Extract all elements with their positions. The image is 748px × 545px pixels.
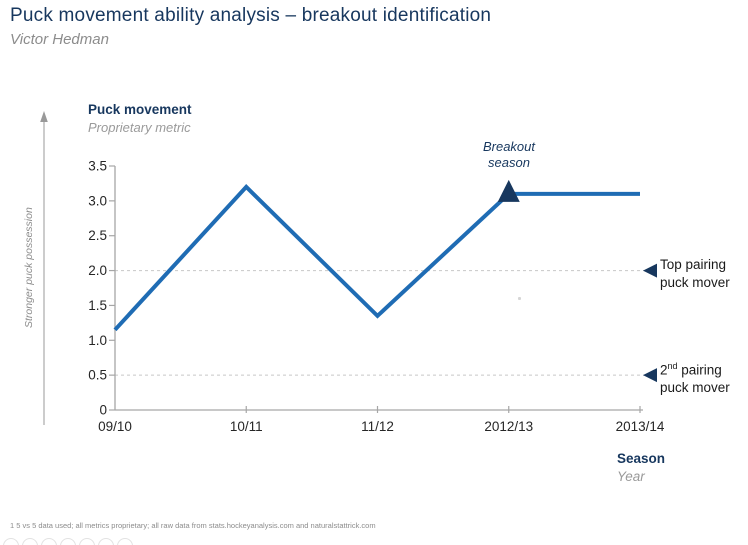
svg-text:2.5: 2.5 [88, 228, 107, 243]
page-title: Puck movement ability analysis – breakou… [10, 5, 492, 26]
svg-text:2013/14: 2013/14 [616, 419, 665, 434]
svg-text:3.5: 3.5 [88, 159, 107, 174]
x-axis-title: Season [617, 451, 666, 466]
reference-label-2nd-line2: puck mover [660, 380, 730, 395]
svg-text:2.0: 2.0 [88, 263, 107, 278]
svg-text:0.5: 0.5 [88, 368, 107, 383]
ref-2nd-ordinal-suffix: nd [667, 361, 678, 371]
reference-label-top-pairing: Top pairing puck mover [660, 256, 748, 291]
breakout-annotation-line2: season [488, 155, 530, 170]
y-axis-title: Puck movement [88, 102, 192, 117]
svg-text:10/11: 10/11 [230, 419, 263, 434]
breakout-annotation-line1: Breakout [482, 139, 536, 154]
svg-text:1.5: 1.5 [88, 298, 107, 313]
reference-label-2nd-line1: 2nd pairing [660, 358, 748, 379]
footnote: 1 5 vs 5 data used; all metrics propriet… [10, 521, 376, 530]
reference-label-top-line1: Top pairing [660, 257, 727, 272]
svg-text:3.0: 3.0 [88, 193, 107, 208]
reference-label-top-line2: puck mover [660, 274, 730, 290]
stray-mark [518, 297, 521, 300]
svg-text:09/10: 09/10 [98, 419, 132, 434]
svg-text:1.0: 1.0 [88, 333, 107, 348]
breakout-annotation: Breakout season [459, 139, 559, 171]
reference-label-2nd-pairing: 2nd pairing puck mover [660, 358, 748, 397]
x-axis-subtitle: Year [617, 469, 645, 484]
svg-text:0: 0 [99, 403, 107, 418]
y-axis-subtitle: Proprietary metric [88, 120, 191, 135]
svg-text:11/12: 11/12 [361, 419, 394, 434]
ref-2nd-rest: pairing [677, 362, 722, 378]
page-subtitle: Victor Hedman [10, 31, 109, 48]
svg-text:2012/13: 2012/13 [484, 419, 533, 434]
ref-2nd-number: 2 [660, 362, 668, 378]
